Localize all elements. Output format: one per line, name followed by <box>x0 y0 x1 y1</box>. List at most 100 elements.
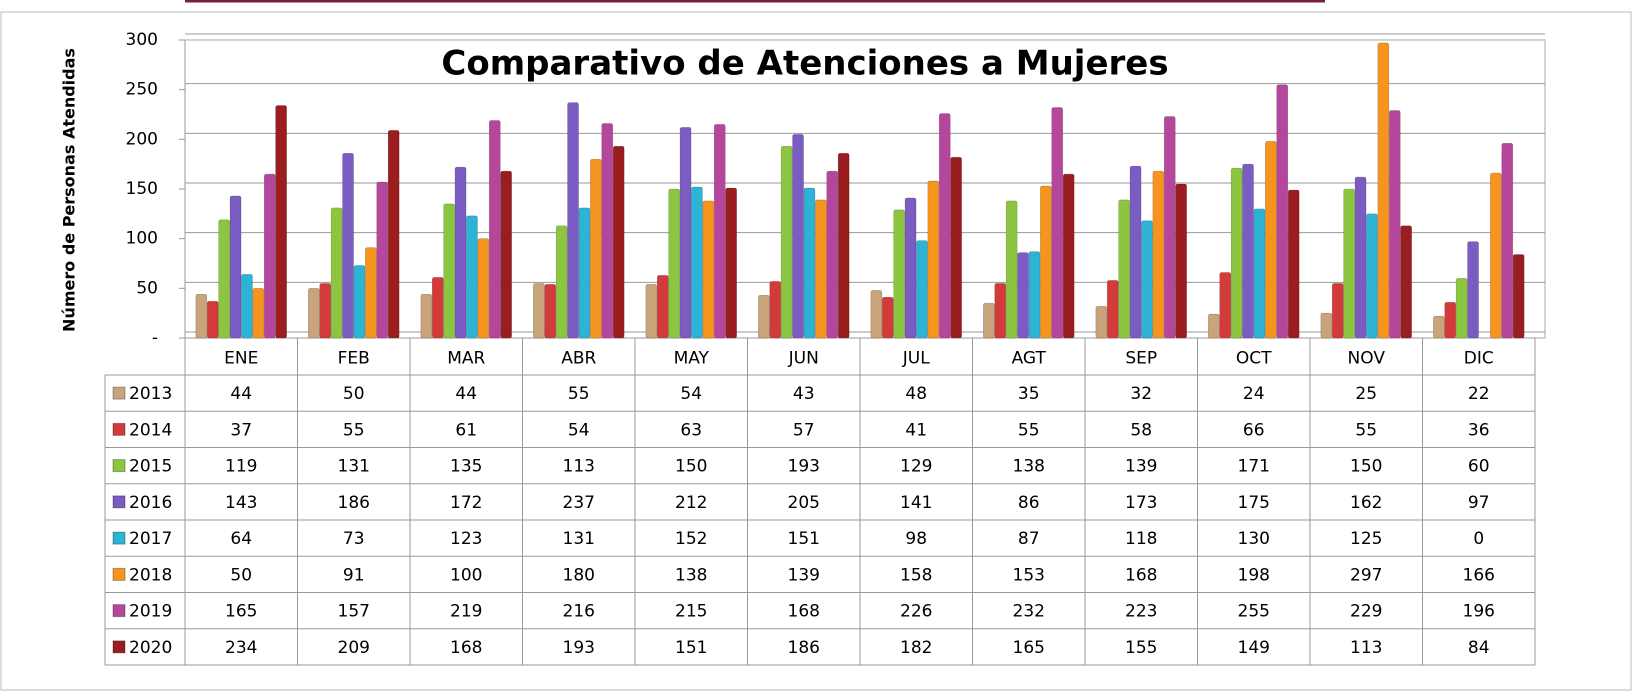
x-tick-label: MAR <box>447 349 485 369</box>
legend-label: 2016 <box>129 493 172 513</box>
table-value: 123 <box>450 529 482 549</box>
bar <box>1040 185 1052 339</box>
table-value: 171 <box>1238 457 1270 477</box>
x-tick-label: NOV <box>1348 349 1386 369</box>
bar <box>1320 312 1333 339</box>
table-value: 113 <box>563 457 595 477</box>
bar <box>994 283 1007 339</box>
table-value: 98 <box>905 529 927 549</box>
table-value: 162 <box>1350 493 1382 513</box>
bar <box>1129 165 1142 339</box>
table-value: 131 <box>563 529 595 549</box>
bar <box>1219 272 1232 339</box>
bar <box>983 302 995 339</box>
table-value: 50 <box>230 565 252 585</box>
bar <box>1331 283 1344 339</box>
bar <box>1343 188 1355 339</box>
bar <box>950 156 962 339</box>
bar <box>803 187 816 339</box>
bar <box>1400 225 1412 339</box>
bar <box>1051 107 1064 339</box>
bar <box>1455 278 1468 339</box>
table-value: 131 <box>338 457 370 477</box>
table-value: 158 <box>900 565 932 585</box>
table-value: 196 <box>1463 602 1495 622</box>
table-value: 35 <box>1018 384 1040 404</box>
legend-key <box>112 604 126 618</box>
table-value: 173 <box>1125 493 1157 513</box>
x-tick-label: ABR <box>561 349 596 369</box>
table-value: 297 <box>1350 565 1382 585</box>
table-value: 232 <box>1013 602 1045 622</box>
table-value: 63 <box>680 420 702 440</box>
bar <box>758 294 770 339</box>
table-value: 125 <box>1350 529 1382 549</box>
table-value: 212 <box>675 493 707 513</box>
bar <box>1005 200 1018 339</box>
legend-label: 2014 <box>129 420 172 440</box>
bar <box>815 199 827 339</box>
bar <box>241 274 253 339</box>
table-value: 130 <box>1238 529 1270 549</box>
table-value: 91 <box>343 565 365 585</box>
bar <box>1141 220 1153 339</box>
bar <box>308 288 320 339</box>
bar <box>725 187 737 339</box>
table-value: 32 <box>1130 384 1152 404</box>
y-tick-label: 250 <box>126 80 158 100</box>
bar <box>679 127 692 339</box>
table-value: 165 <box>1013 638 1045 658</box>
bar <box>1467 241 1479 339</box>
bar <box>443 203 455 339</box>
legend-label: 2020 <box>129 638 172 658</box>
table-value: 152 <box>675 529 707 549</box>
x-tick-label: FEB <box>338 349 370 369</box>
bar <box>330 207 343 339</box>
table-value: 226 <box>900 602 932 622</box>
table-value: 41 <box>905 420 927 440</box>
legend-key <box>112 386 126 400</box>
bar <box>1512 254 1525 339</box>
table-value: 139 <box>788 565 820 585</box>
bar <box>1175 183 1187 339</box>
bar <box>488 120 501 339</box>
table-value: 55 <box>568 384 590 404</box>
bar <box>533 283 545 339</box>
bar <box>319 283 332 339</box>
table-value: 129 <box>900 457 932 477</box>
bar <box>1444 301 1457 339</box>
bar <box>881 296 894 339</box>
bar <box>466 215 478 339</box>
y-tick-label: 200 <box>126 129 158 149</box>
table-value: 100 <box>450 565 482 585</box>
legend-key <box>112 567 126 581</box>
table-value: 50 <box>343 384 365 404</box>
table-value: 198 <box>1238 565 1270 585</box>
table-value: 150 <box>1350 457 1382 477</box>
bar <box>500 170 512 339</box>
bar <box>1028 251 1041 339</box>
bar <box>263 173 276 339</box>
bar <box>195 293 208 339</box>
bar <box>376 181 389 339</box>
bar <box>826 170 839 339</box>
table-value: 139 <box>1125 457 1157 477</box>
bar <box>1276 84 1289 339</box>
table-value: 138 <box>1013 457 1045 477</box>
frame <box>0 11 1632 691</box>
bar <box>601 123 614 339</box>
bar <box>252 288 265 339</box>
bar <box>1242 163 1254 339</box>
bar <box>342 152 354 339</box>
legend-key <box>112 531 126 545</box>
table-value: 84 <box>1468 638 1490 658</box>
table-value: 44 <box>230 384 252 404</box>
table-value: 193 <box>563 638 595 658</box>
bar <box>544 284 557 339</box>
x-tick-label: JUL <box>902 349 930 369</box>
bar <box>1501 143 1514 339</box>
bar <box>1388 110 1401 339</box>
legend-key <box>112 495 126 509</box>
table-value: 135 <box>450 457 482 477</box>
legend-label: 2018 <box>129 565 172 585</box>
